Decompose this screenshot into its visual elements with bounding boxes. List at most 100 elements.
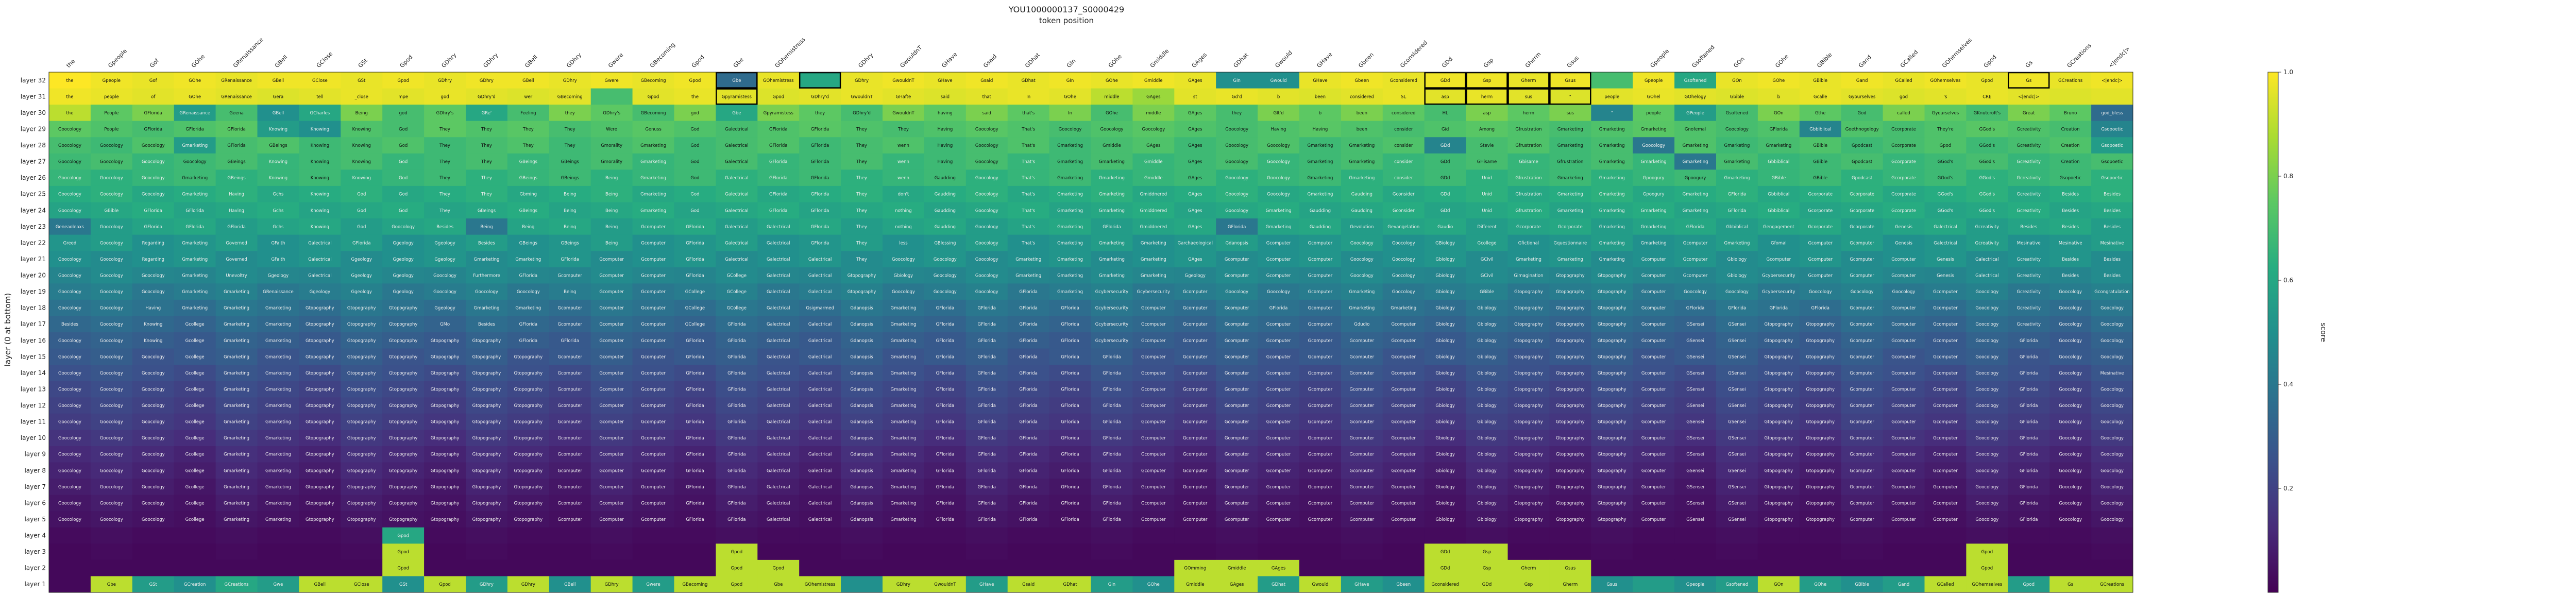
heatmap-cell [549, 316, 591, 333]
cell-label: people [104, 94, 119, 99]
cell-label: called [1897, 111, 1910, 116]
cell-label: Gcomputer [1933, 290, 1958, 295]
cell-label: Gtopography [347, 468, 376, 473]
cell-label: GFlorida [1686, 225, 1705, 230]
heatmap-cell [466, 267, 508, 284]
cell-label: Galectrical [767, 354, 790, 360]
heatmap-cell [424, 153, 466, 170]
heatmap-cell [1966, 137, 2008, 154]
cell-label: Gtopography [472, 403, 501, 409]
heatmap-cell [1174, 169, 1216, 186]
cell-label: Galectrical [808, 290, 832, 295]
cell-label: mpe [398, 94, 408, 99]
heatmap-cell [1091, 332, 1133, 349]
heatmap-cell [1799, 202, 1842, 219]
heatmap-cell [1966, 267, 2008, 284]
x-token-label: Gbe [732, 56, 745, 69]
heatmap-cell [49, 299, 91, 316]
cell-label: Gmarketing [640, 192, 666, 197]
heatmap-cell [1132, 527, 1175, 544]
heatmap-cell [883, 348, 925, 365]
heatmap-cell [341, 332, 383, 349]
heatmap-cell [549, 72, 591, 89]
cell-label: they [565, 111, 575, 116]
cell-label: Gsopoetic [2101, 127, 2123, 132]
chart-title: YOU1000000137_S0000429 [1008, 5, 1124, 15]
heatmap-cell [883, 251, 925, 268]
heatmap-cell [1258, 365, 1300, 382]
cell-label: Gmarketing [1599, 192, 1625, 197]
heatmap-cell [1841, 153, 1884, 170]
cell-label: Gdanopsis [850, 306, 873, 311]
heatmap-cell [965, 332, 1008, 349]
heatmap-cell [674, 72, 716, 89]
heatmap-cell [1716, 527, 1758, 544]
heatmap-cell [466, 88, 508, 105]
cell-label: GIn [1066, 78, 1074, 83]
heatmap-cell [49, 234, 91, 251]
cell-label: Governed [226, 241, 247, 246]
cell-label: Goocology [975, 176, 998, 181]
cell-label: GSensei [1728, 403, 1746, 409]
cell-label: Goocology [100, 176, 123, 181]
heatmap-cell [549, 202, 591, 219]
cell-label: Gmarketing [224, 517, 249, 522]
cell-label: Gmarketing [1057, 274, 1083, 279]
cell-label: wenn [897, 143, 909, 148]
cell-label: Genesis [1895, 241, 1912, 246]
cell-label: Galectrical [725, 127, 749, 132]
cell-label: GDhry's [603, 111, 620, 116]
heatmap-cell [883, 397, 925, 414]
cell-label: Gmarketing [890, 371, 916, 376]
colorbar-tick-label: 0.4 [2283, 381, 2293, 388]
cell-label: Gmarketing [1724, 241, 1750, 246]
heatmap-cell [1674, 332, 1717, 349]
heatmap-cell [1883, 527, 1925, 544]
heatmap-cell [132, 267, 175, 284]
cell-label: Gmiddle [1186, 582, 1205, 587]
heatmap-cell [341, 72, 383, 89]
cell-label: Goocology [892, 290, 915, 295]
heatmap-cell [1299, 267, 1342, 284]
cell-label: GFlorida [1019, 403, 1038, 409]
heatmap-cell [1007, 527, 1050, 544]
heatmap-cell [382, 316, 425, 333]
cell-label: Galectrical [725, 143, 749, 148]
cell-label: Gcomputer [1266, 403, 1291, 409]
cell-label: Gcomputer [1225, 452, 1249, 457]
cell-label: Gmarketing [1683, 192, 1708, 197]
cell-label: Gcomputer [1266, 485, 1291, 490]
heatmap-cell [1716, 88, 1758, 105]
cell-label: Goocology [1267, 176, 1290, 181]
cell-label: Gmarketing [1057, 225, 1083, 230]
cell-label: god [1900, 94, 1908, 99]
heatmap-cell [716, 72, 758, 89]
cell-label: Besides [2062, 225, 2079, 230]
cell-label: Gtopography [431, 387, 460, 392]
heatmap-cell [1549, 137, 1591, 154]
cell-label: Goocology [1267, 290, 1290, 295]
cell-label: GGod's [1938, 192, 1954, 197]
cell-label: Gcomputer [1350, 387, 1375, 392]
x-token-label: Gmiddle [1149, 47, 1171, 69]
heatmap-cell [1382, 251, 1425, 268]
heatmap-cell [341, 218, 383, 235]
heatmap-cell [132, 316, 175, 333]
layer-label: layer 2 [24, 565, 46, 572]
cell-label: Goethnogology [1845, 127, 1879, 132]
heatmap-cell [590, 267, 633, 284]
cell-label: Gmarketing [1599, 257, 1625, 262]
layer-label: layer 3 [24, 548, 46, 555]
cell-label: Gmarketing [1057, 257, 1083, 262]
cell-label: GFlorida [686, 485, 704, 490]
heatmap-cell [590, 153, 633, 170]
cell-label: Gbiology [1435, 436, 1455, 441]
cell-label: Gtopography [1514, 322, 1543, 327]
heatmap-cell [2091, 267, 2133, 284]
cell-label: Gcomputer [599, 290, 624, 295]
cell-label: Gmarketing [224, 485, 249, 490]
cell-label: Galectrical [808, 322, 832, 327]
heatmap-cell [1007, 105, 1050, 122]
cell-label: Gcomputer [1141, 387, 1166, 392]
layer-label: layer 24 [21, 207, 46, 214]
